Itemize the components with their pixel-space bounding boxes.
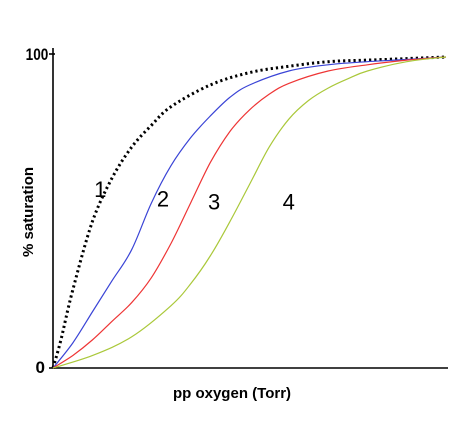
curve-label-layer: 1 2 3 4 — [94, 177, 295, 215]
series-layer — [51, 55, 447, 369]
curve-label-2: 2 — [157, 186, 169, 211]
curve-label-1: 1 — [94, 177, 106, 202]
y-tick-label-0: 0 — [36, 358, 45, 377]
y-tick-label-100: 100 — [26, 46, 49, 65]
series-line-3 — [52, 56, 447, 369]
curve-label-4: 4 — [283, 189, 295, 214]
series-line-4 — [52, 56, 447, 369]
y-axis-title: % saturation — [20, 167, 37, 257]
curve-label-3: 3 — [208, 189, 220, 214]
series-line-1 — [51, 55, 447, 369]
x-axis-title: pp oxygen (Torr) — [173, 385, 291, 402]
series-line-2 — [52, 56, 447, 369]
